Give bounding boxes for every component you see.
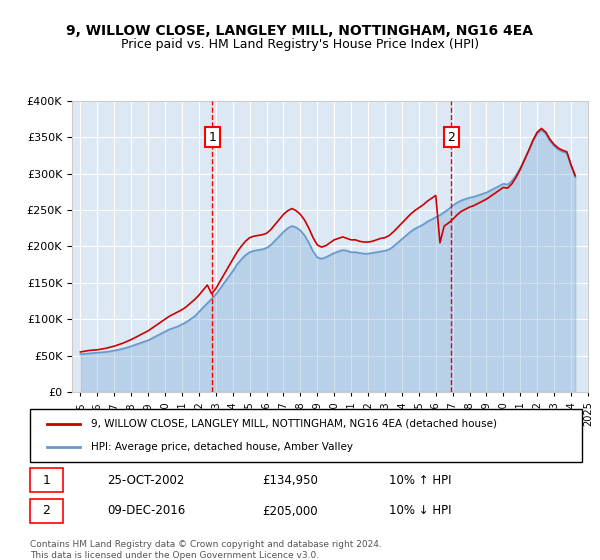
Text: HPI: Average price, detached house, Amber Valley: HPI: Average price, detached house, Ambe… <box>91 442 353 452</box>
Text: 9, WILLOW CLOSE, LANGLEY MILL, NOTTINGHAM, NG16 4EA (detached house): 9, WILLOW CLOSE, LANGLEY MILL, NOTTINGHA… <box>91 419 497 429</box>
Text: 1: 1 <box>43 474 50 487</box>
Text: £205,000: £205,000 <box>262 505 317 517</box>
Text: 10% ↑ HPI: 10% ↑ HPI <box>389 474 451 487</box>
Text: 1: 1 <box>208 130 217 144</box>
Text: 25-OCT-2002: 25-OCT-2002 <box>107 474 185 487</box>
Text: 9, WILLOW CLOSE, LANGLEY MILL, NOTTINGHAM, NG16 4EA: 9, WILLOW CLOSE, LANGLEY MILL, NOTTINGHA… <box>67 24 533 38</box>
Text: 2: 2 <box>43 505 50 517</box>
Text: 09-DEC-2016: 09-DEC-2016 <box>107 505 185 517</box>
Text: Contains HM Land Registry data © Crown copyright and database right 2024.
This d: Contains HM Land Registry data © Crown c… <box>30 540 382 560</box>
FancyBboxPatch shape <box>30 469 63 492</box>
FancyBboxPatch shape <box>30 500 63 522</box>
Text: 10% ↓ HPI: 10% ↓ HPI <box>389 505 451 517</box>
Text: £134,950: £134,950 <box>262 474 318 487</box>
Text: 2: 2 <box>448 130 455 144</box>
FancyBboxPatch shape <box>30 409 582 462</box>
Text: Price paid vs. HM Land Registry's House Price Index (HPI): Price paid vs. HM Land Registry's House … <box>121 38 479 52</box>
